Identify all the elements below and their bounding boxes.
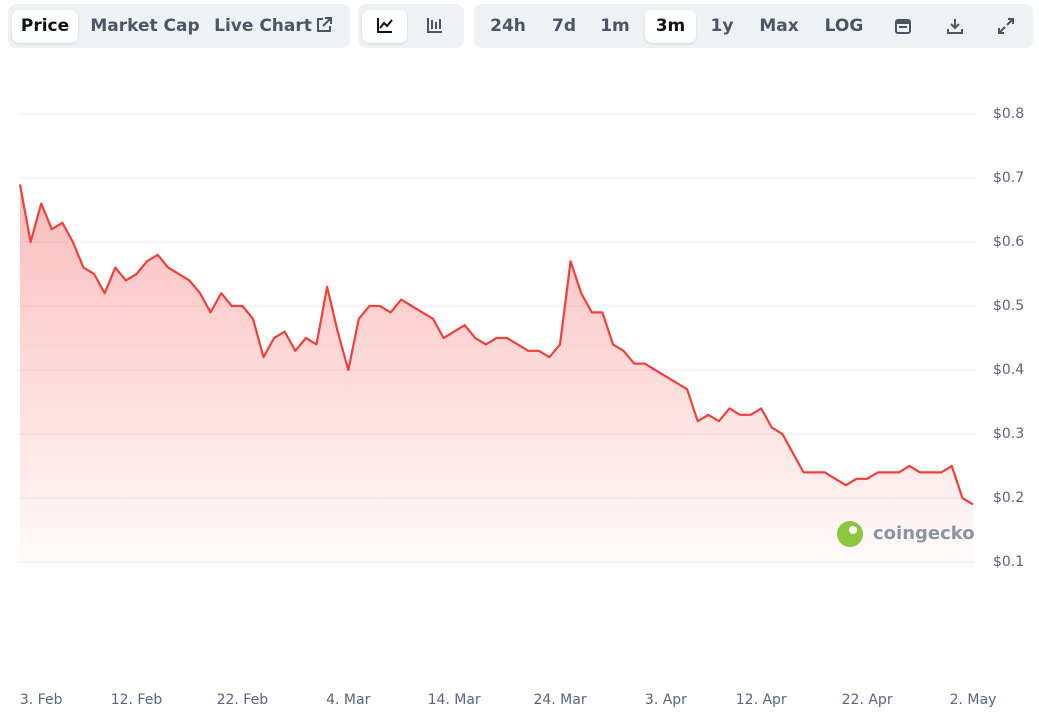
x-tick-label: 3. Apr (645, 692, 687, 708)
watermark-text: coingecko (873, 523, 975, 544)
y-tick-label: $0.6 (993, 234, 1024, 250)
range-group (474, 4, 1033, 48)
candle-icon (427, 18, 442, 33)
y-tick-label: $0.3 (993, 426, 1024, 442)
range-max[interactable]: Max (759, 16, 799, 36)
x-tick-label: 14. Mar (428, 692, 481, 708)
y-tick-label: $0.8 (993, 106, 1024, 122)
line-icon (377, 18, 393, 33)
expand-icon[interactable] (997, 17, 1015, 35)
live-chart-tab[interactable]: Live Chart (214, 16, 312, 36)
plot: $0.1 $0.2 $0.3 $0.4 $0.5 $0.6 $0.7 $0.8 3. Feb 12… (18, 106, 1024, 708)
x-tick-label: 24. Mar (533, 692, 586, 708)
y-tick-label: $0.7 (993, 170, 1024, 186)
range-1y[interactable]: 1y (710, 16, 734, 36)
x-tick-label: 4. Mar (326, 692, 370, 708)
watermark: coingecko (837, 521, 975, 547)
log-toggle[interactable]: LOG (824, 16, 864, 36)
y-tick-label: $0.1 (993, 554, 1024, 570)
x-tick-label: 3. Feb (20, 692, 63, 708)
y-tick-label: $0.5 (993, 298, 1024, 314)
x-tick-label: 22. Apr (842, 692, 893, 708)
x-tick-label: 12. Apr (736, 692, 787, 708)
download-icon[interactable] (946, 17, 964, 35)
external-icon (317, 17, 332, 32)
y-tick-label: $0.4 (993, 362, 1024, 378)
price-line (18, 184, 974, 506)
range-24h[interactable]: 24h (490, 16, 526, 36)
price-tab[interactable]: Price (12, 10, 78, 43)
x-tick-label: 22. Feb (217, 692, 269, 708)
area-fill (20, 184, 973, 568)
x-tick-label: 2. May (950, 692, 997, 708)
range-7d[interactable]: 7d (552, 16, 576, 36)
y-tick-label: $0.2 (993, 490, 1024, 506)
line-chart-button[interactable] (362, 10, 407, 43)
range-1m[interactable]: 1m (600, 16, 630, 36)
range-3m[interactable]: 3m (645, 10, 696, 43)
calendar-icon[interactable] (894, 17, 912, 35)
x-tick-label: 12. Feb (111, 692, 163, 708)
market-cap-tab[interactable]: Market Cap (90, 16, 200, 36)
